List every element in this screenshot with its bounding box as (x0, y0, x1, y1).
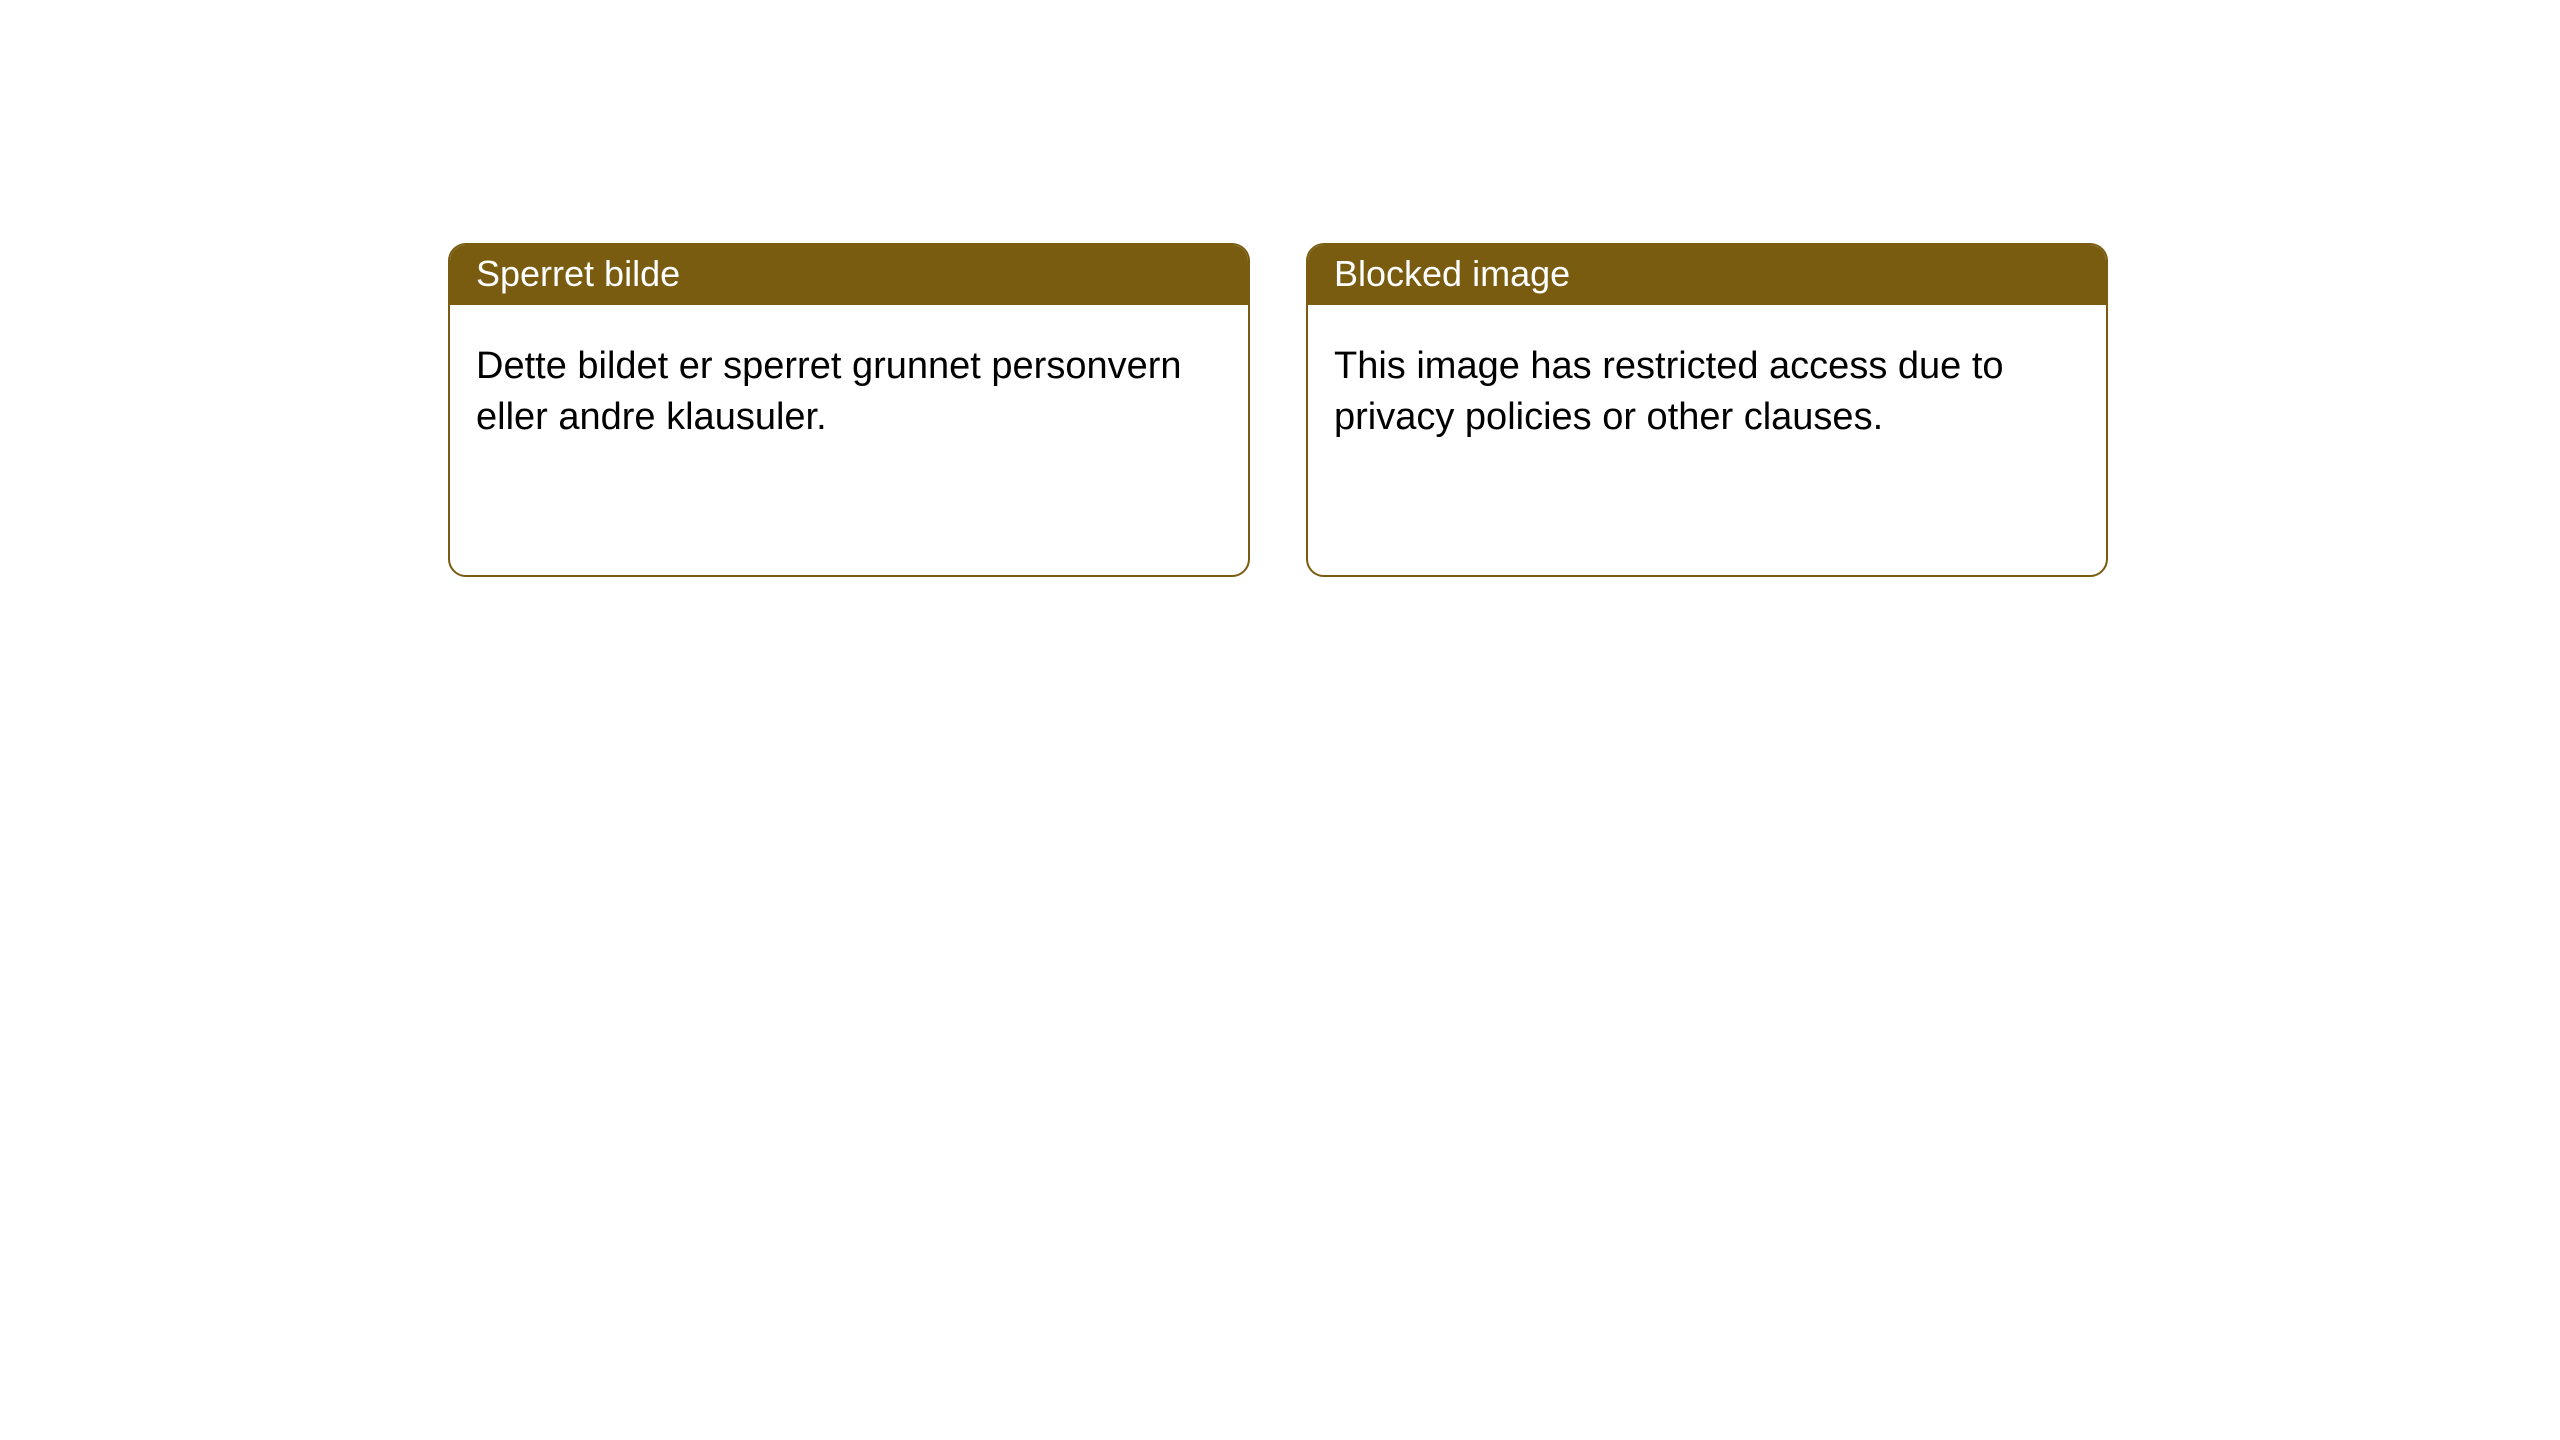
notice-body: Dette bildet er sperret grunnet personve… (450, 305, 1248, 575)
notice-card-norwegian: Sperret bilde Dette bildet er sperret gr… (448, 243, 1250, 577)
notice-header: Sperret bilde (450, 245, 1248, 305)
notice-card-english: Blocked image This image has restricted … (1306, 243, 2108, 577)
notice-body: This image has restricted access due to … (1308, 305, 2106, 575)
notice-header: Blocked image (1308, 245, 2106, 305)
notice-container: Sperret bilde Dette bildet er sperret gr… (0, 0, 2560, 577)
